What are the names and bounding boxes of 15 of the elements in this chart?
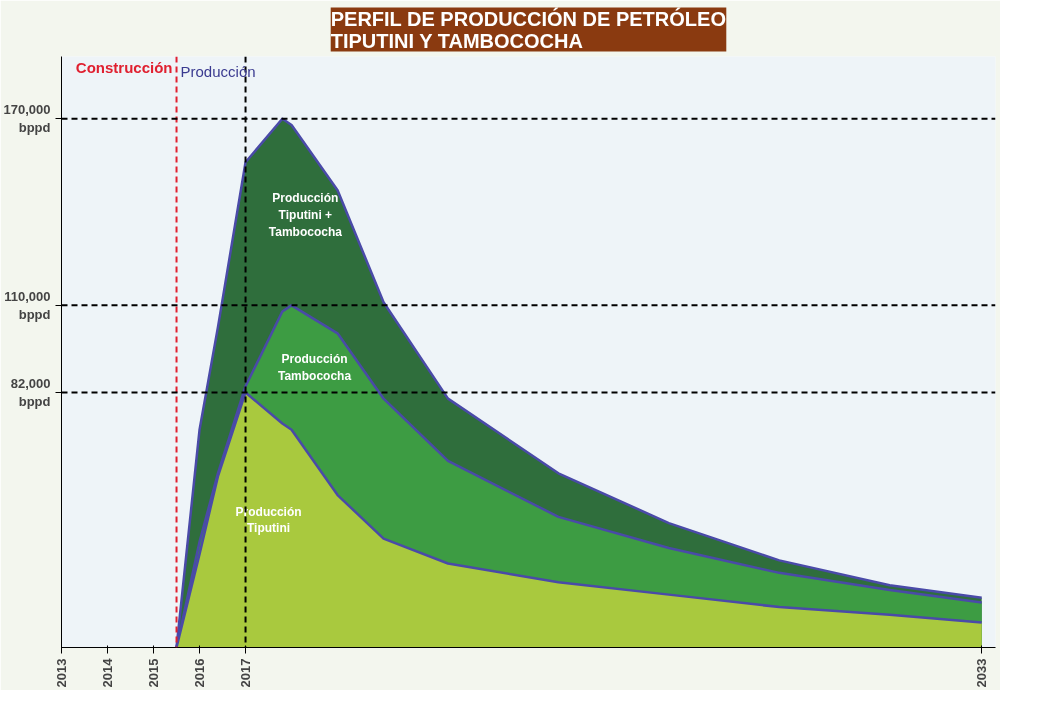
x-tick-label: 2014 — [100, 657, 116, 688]
x-tick-label: 2033 — [974, 658, 990, 688]
series-label: Producción Tambococha — [277, 352, 352, 383]
x-tick-label: 2015 — [146, 658, 162, 688]
annotation: Producción — [180, 62, 256, 80]
y-tick-label: 110,000 bppd — [4, 288, 51, 322]
series-label: Producción Tiputini + Tambococha — [268, 191, 343, 239]
y-tick-label: 170,000 bppd — [3, 102, 51, 136]
y-tick-label: 82,000 bppd — [10, 375, 51, 409]
x-tick-label: 2016 — [192, 658, 208, 688]
series-label: Producción Tiputini — [235, 504, 302, 536]
ref-line-label: Construcción — [75, 58, 173, 76]
chart-title: PERFIL DE PRODUCCIÓN DE PETRÓLEO TIPUTINI Y TAMBOCOCHA — [330, 6, 726, 52]
x-tick-label: 2013 — [54, 658, 69, 688]
x-tick-label: 2017 — [238, 658, 254, 688]
